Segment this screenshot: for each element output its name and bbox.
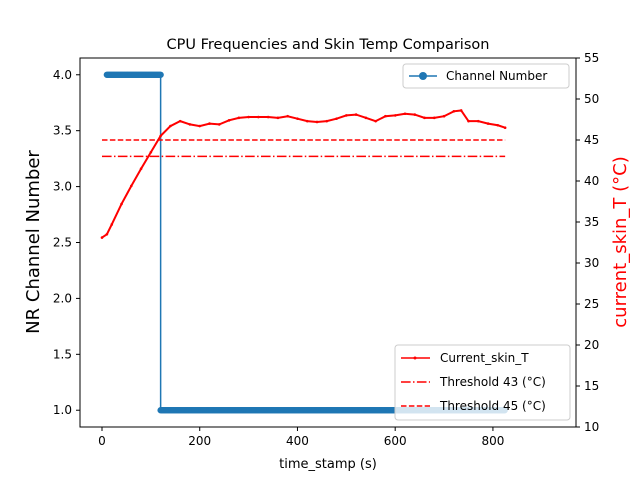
skin-temp-point [266,115,270,119]
left-y-tick-label: 2.0 [53,291,72,305]
right-y-tick-label: 55 [584,51,599,65]
skin-temp-point [413,113,417,116]
skin-temp-point [178,119,182,123]
skin-temp-point [364,116,368,120]
legend-threshold43-label: Threshold 43 (°C) [439,375,546,389]
skin-temp-point [149,151,153,154]
skin-temp-point [423,116,426,120]
skin-temp-point [315,120,319,124]
skin-temp-point [354,113,358,116]
left-y-axis: 1.0 1.5 2.0 2.5 3.0 3.5 4.0 [53,68,80,417]
skin-temp-point [120,202,123,206]
skin-temp-point [345,114,348,117]
legend-bottom: Current_skin_T Threshold 43 (°C) Thresho… [394,344,571,421]
skin-temp-point [496,123,500,127]
skin-temp-point [110,223,114,226]
x-axis-label: time_stamp (s) [279,457,377,472]
skin-temp-point [442,114,446,118]
legend-channel-marker [419,72,427,80]
left-y-tick-label: 1.0 [53,403,72,417]
skin-temp-point [467,119,470,123]
legend-top: Channel Number [402,63,570,89]
skin-temp-point [130,184,133,188]
legend-top-box [402,63,570,89]
skin-temp-point [325,119,329,123]
left-y-tick-label: 3.5 [53,124,72,138]
x-tick-label: 0 [98,434,106,448]
right-y-axis-label-text: current_skin_T (°C) [610,156,631,327]
right-y-tick-label: 25 [584,297,599,311]
right-y-axis-label: current_skin_T (°C) [610,156,631,327]
chart-title: CPU Frequencies and Skin Temp Comparison [167,37,490,53]
right-y-tick-label: 30 [584,256,599,270]
skin-temp-line [101,109,506,239]
left-y-tick-label: 3.0 [53,180,72,194]
right-y-tick-label: 10 [584,420,599,434]
skin-temp-point [335,117,338,120]
right-y-tick-label: 20 [584,338,599,352]
skin-temp-point [257,115,260,119]
skin-temp-point [188,123,192,126]
right-y-axis: 10 15 20 25 30 35 40 45 50 55 [576,51,599,434]
right-y-tick-label: 35 [584,215,599,229]
left-y-tick-label: 2.5 [53,236,72,250]
left-y-axis-label: NR Channel Number [23,150,44,334]
plot-area [100,71,508,414]
skin-temp-point [169,124,172,128]
skin-temp-point [139,167,143,170]
skin-temp-point [503,126,507,129]
skin-temp-point [237,116,241,120]
x-tick-label: 600 [384,434,407,448]
channel-marker [157,71,164,78]
skin-temp-point [432,116,436,120]
skin-temp-point [105,233,109,236]
skin-temp-point [208,122,211,125]
skin-temp-point [452,110,456,113]
x-tick-label: 200 [188,434,211,448]
legend-threshold45-label: Threshold 45 (°C) [439,399,546,413]
skin-temp-point [276,116,280,120]
skin-temp-point [286,114,289,118]
right-y-tick-label: 15 [584,379,599,393]
skin-temp-point [374,119,377,123]
skin-temp-point [403,112,407,116]
right-y-tick-label: 45 [584,133,599,147]
legend-skin-label: Current_skin_T [440,351,529,365]
skin-temp-point [227,119,231,122]
skin-temp-point [459,109,463,112]
skin-temp-point [305,119,309,123]
skin-temp-point [486,122,490,125]
right-y-tick-label: 40 [584,174,599,188]
x-axis: 0 200 400 600 800 [98,427,504,448]
legend-channel-label: Channel Number [446,69,547,83]
legend-bottom-box [394,344,571,421]
right-y-tick-label: 50 [584,92,599,106]
legend-skin-marker [413,356,417,360]
x-tick-label: 400 [286,434,309,448]
skin-temp-point [476,119,480,123]
skin-temp-point [198,124,202,128]
x-tick-label: 800 [481,434,504,448]
left-y-tick-label: 1.5 [53,347,72,361]
skin-temp-point [217,123,221,126]
skin-temp-point [393,114,397,117]
left-y-tick-label: 4.0 [53,68,72,82]
skin-temp-point [100,236,104,239]
skin-temp-point [159,134,162,138]
skin-temp-point [384,114,387,118]
skin-temp-point [247,115,250,119]
skin-temp-point [296,117,299,120]
